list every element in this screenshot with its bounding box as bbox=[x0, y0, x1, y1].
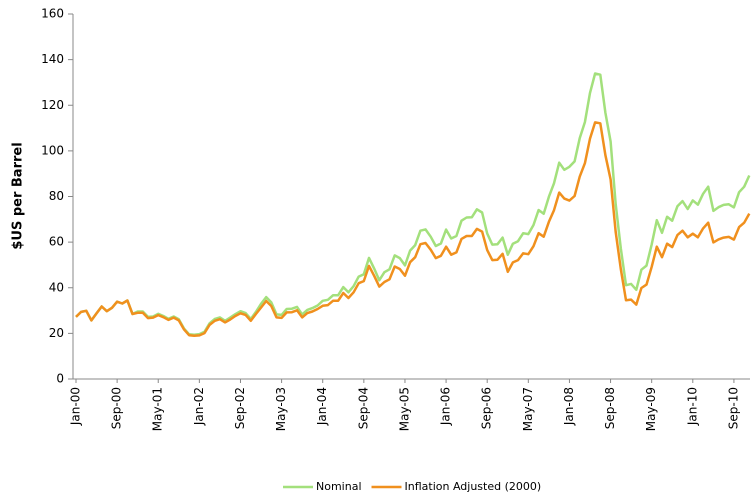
y-tick-label: 120 bbox=[41, 98, 64, 112]
x-tick-label: Sep-06 bbox=[480, 387, 494, 429]
legend-label: Inflation Adjusted (2000) bbox=[405, 480, 542, 493]
series-line bbox=[75, 72, 751, 336]
series-line bbox=[75, 121, 751, 337]
x-tick-label: May-05 bbox=[397, 387, 411, 431]
y-axis-title: $US per Barrel bbox=[11, 142, 26, 249]
x-tick-label: Sep-08 bbox=[603, 387, 617, 429]
x-tick-label: Jan-04 bbox=[315, 387, 329, 426]
x-tick-label: May-09 bbox=[644, 387, 658, 431]
x-tick-label: May-03 bbox=[274, 387, 288, 431]
x-tick-label: Sep-10 bbox=[726, 387, 740, 429]
x-tick-label: Sep-02 bbox=[233, 387, 247, 429]
y-tick-label: 80 bbox=[49, 189, 64, 203]
x-tick-label: Sep-04 bbox=[356, 387, 370, 429]
x-tick-label: May-07 bbox=[521, 387, 535, 431]
x-tick-label: Jan-02 bbox=[192, 387, 206, 426]
x-tick-label: May-01 bbox=[151, 387, 165, 431]
y-tick-label: 160 bbox=[41, 7, 64, 21]
y-tick-label: 0 bbox=[56, 372, 64, 386]
y-tick-label: 100 bbox=[41, 143, 64, 157]
x-tick-label: Jan-08 bbox=[562, 387, 576, 426]
y-tick-label: 60 bbox=[49, 235, 64, 249]
legend-label: Nominal bbox=[316, 480, 362, 493]
x-tick-label: Jan-10 bbox=[685, 387, 699, 426]
x-tick-label: Sep-00 bbox=[110, 387, 124, 429]
x-tick-label: Jan-06 bbox=[439, 387, 453, 426]
y-tick-label: 140 bbox=[41, 52, 64, 66]
x-tick-label: Jan-00 bbox=[69, 387, 83, 426]
y-tick-label: 20 bbox=[49, 326, 64, 340]
y-tick-label: 40 bbox=[49, 280, 64, 294]
